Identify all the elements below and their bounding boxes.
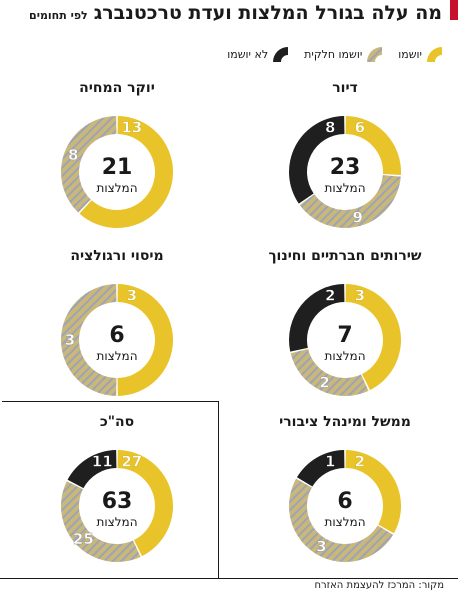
chart-header: מה עלה בגורל המלצות ועדת טרכטנברג לפי תח… xyxy=(4,2,442,32)
legend-item-not_implemented: לא יושמו xyxy=(227,46,289,62)
donut-center-unit: המלצות xyxy=(324,515,365,529)
segment-value-label: 8 xyxy=(325,118,335,136)
legend: יושמו יושמו חלקית לא יושמו xyxy=(211,46,442,62)
segment-value-label: 2 xyxy=(325,286,335,304)
segment-value-label: 27 xyxy=(121,452,142,470)
donut-panel-housing: 6 9 8 23 המלצות דיור xyxy=(232,80,458,252)
donut-segment-partial xyxy=(60,284,117,396)
donut-segment-not-implemented xyxy=(296,450,345,487)
legend-item-implemented: יושמו xyxy=(398,46,442,62)
accent-bar xyxy=(450,0,458,20)
donut-segment-implemented xyxy=(345,116,401,175)
donut-center-unit: המלצות xyxy=(324,349,365,363)
source-note: מקור: המרכז להעצמת האזרח xyxy=(314,580,444,591)
panel-title: ממשל ומינהל ציבורי xyxy=(279,414,411,430)
legend-label: יושמו xyxy=(398,47,422,61)
legend-swatch-implemented xyxy=(427,47,442,62)
donut-center-unit: המלצות xyxy=(96,515,137,529)
donut-segment-implemented xyxy=(117,450,174,557)
donut-panel-social-services: 3 2 2 7 המלצות שירותים חברתיים וחינוך xyxy=(232,248,458,420)
segment-value-label: 13 xyxy=(121,118,142,136)
donut-total: 7 xyxy=(337,323,352,348)
donut-segment-partial xyxy=(60,481,141,562)
segment-value-label: 8 xyxy=(68,146,78,164)
legend-label: לא יושמו xyxy=(227,47,269,61)
donut-panel-governance: 2 3 1 6 המלצות ממשל ומינהל ציבורי xyxy=(232,414,458,586)
donut-total: 63 xyxy=(102,489,133,514)
donut-segment-implemented xyxy=(117,284,174,396)
donut-total: 21 xyxy=(102,155,133,180)
segment-value-label: 11 xyxy=(92,452,113,470)
donut-total: 6 xyxy=(109,323,124,348)
segment-value-label: 2 xyxy=(355,452,365,470)
donut-total: 6 xyxy=(337,489,352,514)
legend-label: יושמו חלקית xyxy=(304,47,363,61)
panel-title: דיור xyxy=(332,80,358,96)
segment-value-label: 3 xyxy=(355,286,365,304)
panel-title: סה"כ xyxy=(99,414,135,430)
donut-panel-total: 27 25 11 63 המלצות סה"כ xyxy=(4,414,230,586)
segment-value-label: 3 xyxy=(65,331,75,349)
donut-segment-implemented xyxy=(79,116,173,228)
chart-subtitle: לפי תחומים xyxy=(29,9,88,22)
donut-center-unit: המלצות xyxy=(96,181,137,195)
segment-value-label: 6 xyxy=(355,118,365,136)
segment-value-label: 9 xyxy=(352,208,362,226)
donut-segment-implemented xyxy=(345,284,402,391)
footer-rule xyxy=(0,578,458,579)
donut-total: 23 xyxy=(330,155,361,180)
panel-title: מיסוי ורגולציה xyxy=(70,248,164,264)
segment-value-label: 25 xyxy=(73,530,94,548)
donut-segment-implemented xyxy=(345,450,401,534)
segment-value-label: 3 xyxy=(316,538,326,556)
segment-value-label: 3 xyxy=(127,286,137,304)
legend-swatch-partial xyxy=(367,47,383,62)
donut-segment-partial xyxy=(61,116,117,213)
segment-value-label: 2 xyxy=(319,373,329,391)
donut-segment-not-implemented xyxy=(289,116,345,204)
donut-segment-not-implemented xyxy=(67,450,117,489)
segment-value-label: 1 xyxy=(325,452,335,470)
total-panel-frame xyxy=(2,401,219,578)
panel-title: יוקר המחיה xyxy=(79,80,155,96)
donut-segment-not-implemented xyxy=(289,284,345,352)
panel-title: שירותים חברתיים וחינוך xyxy=(268,248,422,264)
donut-segment-partial xyxy=(290,349,369,396)
donut-segment-partial xyxy=(289,478,394,562)
legend-swatch-not_implemented xyxy=(273,47,289,62)
donut-panel-cost-of-living: 13 8 21 המלצות יוקר המחיה xyxy=(4,80,230,252)
donut-segment-partial xyxy=(299,175,401,229)
chart-title: מה עלה בגורל המלצות ועדת טרכטנברג xyxy=(93,2,442,24)
legend-item-partial: יושמו חלקית xyxy=(304,46,383,62)
donut-center-unit: המלצות xyxy=(324,181,365,195)
donut-panel-taxation: 3 3 6 המלצות מיסוי ורגולציה xyxy=(4,248,230,420)
donut-center-unit: המלצות xyxy=(96,349,137,363)
